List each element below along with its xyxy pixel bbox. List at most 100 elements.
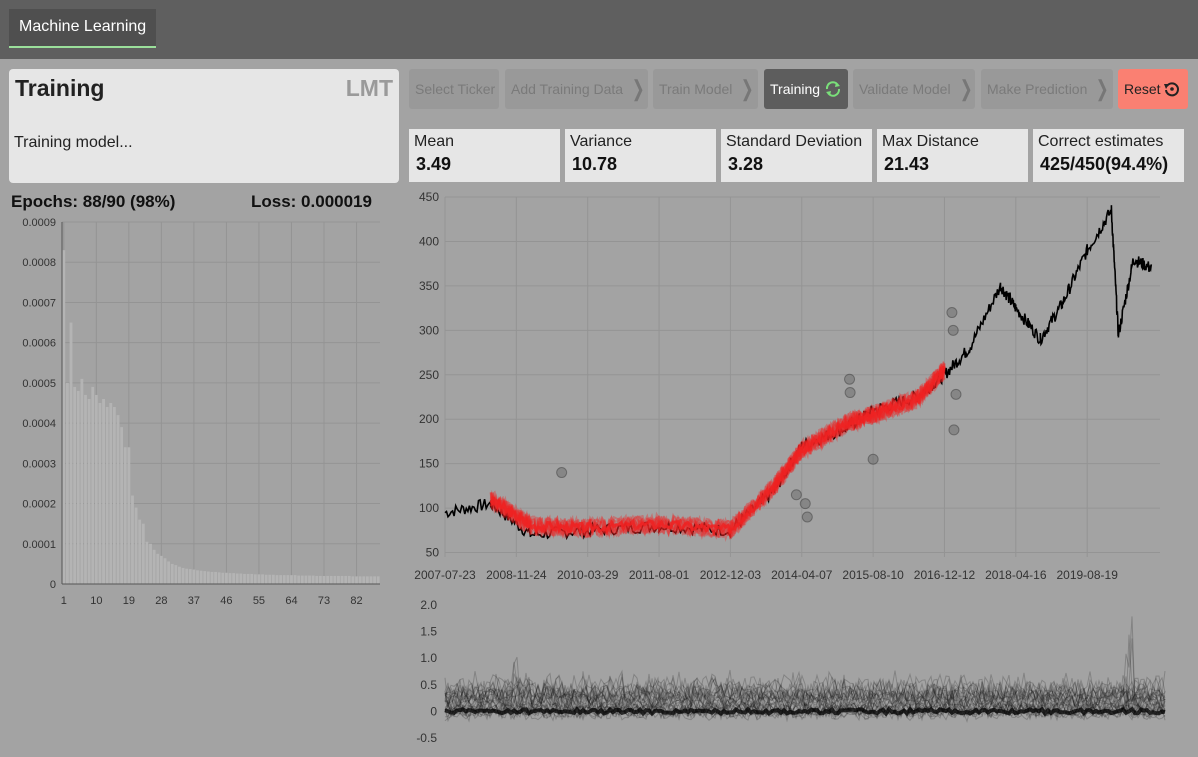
tab-machine-learning[interactable]: Machine Learning: [9, 9, 156, 48]
y-tick-label: 300: [419, 323, 439, 337]
loss-bar: [246, 573, 250, 584]
info-card: Training LMT Training model...: [9, 69, 399, 183]
residual-line: [444, 697, 1166, 716]
y-tick-label: 0.0006: [22, 338, 56, 350]
loss-bar: [333, 575, 337, 584]
prediction-line: [489, 363, 946, 540]
x-tick-label: 2014-04-07: [771, 568, 833, 582]
loss-bar: [376, 576, 380, 584]
outlier-marker: [801, 511, 813, 523]
x-tick-label: 10: [90, 595, 102, 607]
y-tick-label: 1.0: [420, 651, 437, 665]
loss-bar: [112, 407, 116, 584]
y-tick-label: 250: [419, 368, 439, 382]
loss-bar: [297, 575, 301, 584]
residual-line: [444, 680, 1166, 712]
x-tick-label: 1: [61, 595, 67, 607]
loss-bar: [149, 543, 152, 584]
step-add-training-data[interactable]: Add Training Data ❯: [505, 69, 648, 109]
prediction-line: [489, 366, 946, 540]
loss-bar: [373, 576, 376, 584]
outlier-marker: [790, 489, 802, 501]
reset-icon: [1163, 82, 1179, 97]
step-make-prediction[interactable]: Make Prediction ❯: [981, 69, 1113, 109]
loss-bar: [232, 573, 236, 584]
stat-value: 21.43: [884, 154, 930, 174]
loss-bar: [91, 386, 95, 584]
stat-label: Variance: [570, 133, 632, 150]
residual-line: [444, 670, 1166, 709]
loss-bar: [228, 573, 232, 584]
outlier-marker: [867, 453, 879, 465]
loss-bar: [141, 523, 145, 584]
x-tick-label: 2012-12-03: [700, 568, 762, 582]
loss-bar: [279, 575, 283, 584]
step-validate-model[interactable]: Validate Model ❯: [853, 69, 975, 109]
step-select-ticker[interactable]: Select Ticker: [409, 69, 499, 109]
step-label: Select Ticker: [415, 81, 496, 97]
step-label: Train Model: [659, 81, 733, 97]
loss-bar: [217, 572, 221, 584]
residual-mean-line: [444, 706, 1166, 717]
x-tick-label: 2011-08-01: [629, 568, 690, 582]
residual-line: [444, 638, 1166, 718]
chevron-right-icon: ❯: [959, 76, 973, 101]
reset-button[interactable]: Reset: [1118, 69, 1188, 109]
loss-bar: [293, 575, 297, 584]
loss-bar: [203, 571, 207, 584]
y-tick-label: 1.5: [420, 625, 437, 639]
loss-bar: [199, 570, 203, 584]
loss-bar: [340, 575, 344, 584]
y-tick-label: 350: [419, 279, 439, 293]
residual-line: [444, 616, 1166, 713]
loss-bar: [188, 569, 192, 584]
x-tick-label: 28: [155, 595, 167, 607]
residual-line: [444, 701, 1166, 719]
step-train-model[interactable]: Train Model ❯: [653, 69, 758, 109]
stat-variance: Variance 10.78: [565, 129, 716, 182]
loss-bar: [109, 403, 113, 584]
stat-label: Correct estimates: [1038, 133, 1164, 150]
loss-bar: [253, 574, 257, 584]
loss-bar: [163, 558, 167, 584]
loss-bar: [275, 575, 279, 584]
outlier-marker: [799, 498, 811, 510]
status-text: Training model...: [14, 134, 133, 151]
loss-bar: [369, 576, 373, 584]
loss-bar: [76, 390, 80, 584]
outlier-marker: [844, 373, 856, 385]
loss-bar: [271, 574, 275, 584]
residual-line: [444, 689, 1166, 715]
outlier-marker: [947, 324, 959, 336]
y-tick-label: 50: [426, 546, 440, 560]
loss-bar: [344, 575, 348, 584]
y-tick-label: 2.0: [420, 598, 437, 612]
outlier-marker: [948, 424, 960, 436]
residual-line: [444, 675, 1166, 710]
price-chart: 50 100 150 200 250 300 350 400 450 2007-07-23 2008…: [414, 190, 1160, 582]
prediction-line: [489, 368, 946, 540]
step-training[interactable]: Training: [764, 69, 848, 109]
x-tick-label: 2008-11-24: [486, 568, 547, 582]
residual-line: [444, 680, 1166, 710]
loss-bar: [300, 575, 304, 584]
y-tick-label: 200: [419, 412, 439, 426]
loss-bar: [66, 382, 69, 584]
y-tick-label: 0.5: [420, 678, 437, 692]
y-tick-label: 0.0001: [22, 539, 56, 551]
loss-bar: [308, 575, 311, 584]
loss-bar: [116, 415, 120, 584]
loss-bar: [206, 571, 210, 584]
loss-bar: [365, 576, 369, 584]
loss-bar: [250, 573, 254, 584]
loss-bar: [268, 574, 272, 584]
loss-bar: [225, 572, 228, 584]
prediction-line: [489, 367, 946, 541]
page-title: Training: [15, 75, 105, 101]
loss-bar: [98, 403, 102, 584]
loss-bar: [174, 565, 178, 584]
outlier-marker: [556, 467, 568, 479]
x-tick-label: 2016-12-12: [914, 568, 976, 582]
residual-chart: -0.5 0 0.5 1.0 1.5 2.0: [416, 598, 1166, 745]
residual-line: [444, 673, 1166, 710]
